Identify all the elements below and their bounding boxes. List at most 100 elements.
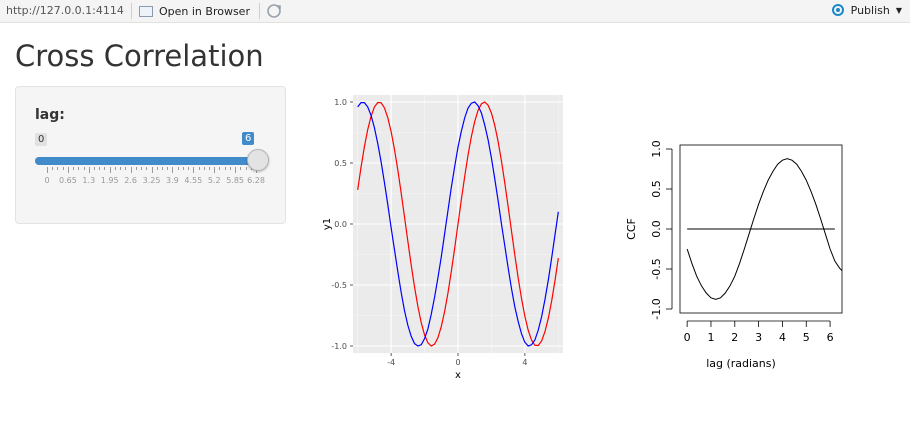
slider-minor-tick xyxy=(57,167,59,170)
slider-minor-tick xyxy=(114,167,116,170)
plot1-y-tick-label: -0.5 xyxy=(331,281,347,290)
slider-minor-tick xyxy=(177,167,179,170)
slider-grid: 0 0.65 1.3 1.95 2.6 3.25 3.9 4.55 5.2 5.85 6.28 xyxy=(16,87,287,225)
slider-minor-tick xyxy=(99,167,101,170)
slider-minor-tick xyxy=(203,167,205,170)
slider-minor-tick xyxy=(104,167,106,170)
slider-minor-tick xyxy=(198,167,200,170)
slider-minor-tick xyxy=(167,167,169,170)
plot1-series-line xyxy=(357,101,559,347)
slider-minor-tick xyxy=(52,167,54,170)
slider-tick-label: 1.3 xyxy=(82,176,96,185)
plot2-x-tick-label: 5 xyxy=(803,331,810,344)
ccf-plot: 0 1 2 3 4 5 6 -1.0 -0.5 0.0 0.5 1.0 lag (radians) CCF xyxy=(625,140,843,370)
slider-tick-label: 2.6 xyxy=(124,176,137,185)
url-text: http://127.0.0.1:4114 xyxy=(6,4,124,17)
plot2-y-tick-label: -1.0 xyxy=(650,298,663,319)
slider-handle[interactable] xyxy=(246,149,269,171)
publish-icon xyxy=(831,4,844,16)
slider-minor-tick xyxy=(73,167,75,170)
chevron-down-icon: ▼ xyxy=(895,5,902,15)
refresh-icon[interactable] xyxy=(266,3,282,19)
plot1-x-tick-label: -4 xyxy=(387,358,395,367)
plot2-axes: 0 1 2 3 4 5 6 -1.0 -0.5 0.0 0.5 1.0 lag (radians) CCF xyxy=(625,140,834,370)
slider-tick xyxy=(67,167,69,173)
slider-tick xyxy=(214,167,216,173)
slider-minor-tick xyxy=(125,167,127,170)
slider-tick xyxy=(47,167,48,173)
slider-minor-tick xyxy=(120,167,122,170)
slider-minor-tick xyxy=(229,167,231,170)
slider-tick xyxy=(193,167,195,173)
slider-tick-label: 0.65 xyxy=(58,176,77,185)
slider-minor-tick xyxy=(161,167,163,170)
toolbar-separator xyxy=(259,3,260,19)
browser-window-icon xyxy=(139,5,153,17)
plot1-y-axis-label: y1 xyxy=(322,218,333,230)
slider-tick xyxy=(172,167,174,173)
slider-minor-tick xyxy=(78,167,80,170)
slider-tick-label: 5.85 xyxy=(226,176,244,185)
slider-tick xyxy=(151,167,153,173)
toolbar-separator xyxy=(131,3,132,19)
plot1-lines xyxy=(357,101,559,347)
slider-tick-label: 3.25 xyxy=(142,176,161,185)
plot2-x-tick-label: 0 xyxy=(684,331,691,344)
plot1-x-axis-label: x xyxy=(455,370,461,381)
slider-minor-tick xyxy=(94,167,96,170)
slider-minor-tick xyxy=(219,167,221,170)
slider-minor-tick xyxy=(146,167,148,170)
slider-tick-label: 4.55 xyxy=(184,176,203,185)
plot2-y-tick-label: 1.0 xyxy=(650,140,663,158)
slider-tick xyxy=(109,167,111,173)
slider-minor-tick xyxy=(224,167,226,170)
slider-minor-tick xyxy=(208,167,210,170)
publish-label: Publish xyxy=(850,3,890,17)
viewer-toolbar: http://127.0.0.1:4114 Open in Browser Pu… xyxy=(0,0,910,23)
sidebar-panel: lag: 0 6 0 0.65 1.3 1.95 2.6 3.25 3.9 4.55 5.2 5.… xyxy=(15,86,286,224)
plot2-x-axis-label: lag (radians) xyxy=(706,357,776,370)
page-title: Cross Correlation xyxy=(15,39,264,73)
plot2-x-tick-label: 1 xyxy=(707,331,714,344)
plot1-x-tick-label: 4 xyxy=(522,358,527,367)
plot2-y-tick-label: 0.5 xyxy=(650,180,663,198)
plot1-y-tick-label: -1.0 xyxy=(331,342,347,351)
plot2-x-tick-label: 6 xyxy=(827,331,834,344)
plot1-x-tick-label: 0 xyxy=(455,358,460,367)
slider-minor-tick xyxy=(135,167,137,170)
plot2-x-tick-label: 2 xyxy=(731,331,738,344)
slider-tick-label: 1.95 xyxy=(100,176,119,185)
slider-tick xyxy=(130,167,132,173)
plot1-y-tick-label: 1.0 xyxy=(334,98,347,107)
slider-tick-label: 5.2 xyxy=(207,176,221,185)
plot2-lines xyxy=(686,158,843,300)
slider-tick-label: 6.28 xyxy=(247,176,265,185)
slider-tick xyxy=(235,167,237,173)
plot1-y-tick-label: 0.5 xyxy=(334,159,347,168)
slider-minor-tick xyxy=(182,167,184,170)
slider-bar xyxy=(35,157,258,165)
sine-plot: -1.0 -0.5 0.0 0.5 1.0 -4 0 4 x y1 xyxy=(322,95,563,381)
slider-tick-label: 3.9 xyxy=(166,176,179,185)
plot1-y-tick-label: 0.0 xyxy=(334,220,347,229)
slider-minor-tick xyxy=(156,167,158,170)
slider-minor-tick xyxy=(240,167,242,170)
slider-min-badge: 0 xyxy=(35,133,48,146)
plot2-y-axis-label: CCF xyxy=(625,218,638,240)
publish-button[interactable]: Publish ▼ xyxy=(830,3,902,17)
slider-minor-tick xyxy=(245,167,247,170)
slider-minor-tick xyxy=(141,167,143,170)
plot2-ccf-line xyxy=(686,158,843,300)
plot2-x-tick-label: 4 xyxy=(779,331,786,344)
open-in-browser-button[interactable]: Open in Browser xyxy=(139,2,250,20)
slider-value-badge: 6 xyxy=(242,132,255,145)
open-in-browser-label: Open in Browser xyxy=(159,4,250,18)
plot1-axes: -1.0 -0.5 0.0 0.5 1.0 -4 0 4 x y1 xyxy=(322,98,527,381)
plot2-box xyxy=(679,144,843,314)
plot2-y-tick-label: -0.5 xyxy=(650,258,663,279)
plot2-frame xyxy=(679,144,843,314)
slider-tick xyxy=(88,167,90,173)
plot2-y-tick-label: 0.0 xyxy=(650,220,663,238)
slider-minor-tick xyxy=(188,167,190,170)
slider-tick-label: 0 xyxy=(44,176,50,185)
